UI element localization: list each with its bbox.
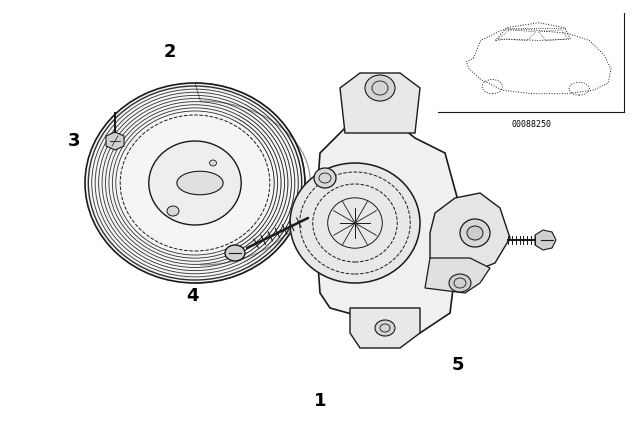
Ellipse shape [85,83,305,283]
Ellipse shape [460,219,490,247]
Ellipse shape [177,171,223,195]
Text: 3: 3 [67,132,80,150]
Ellipse shape [209,160,216,166]
Ellipse shape [375,320,395,336]
Text: 2: 2 [163,43,176,60]
Polygon shape [106,132,124,150]
Ellipse shape [225,245,245,261]
Ellipse shape [467,226,483,240]
Polygon shape [315,118,460,333]
Ellipse shape [167,206,179,216]
Text: 1: 1 [314,392,326,410]
Ellipse shape [314,168,336,188]
Polygon shape [425,258,490,293]
Polygon shape [430,193,510,273]
Ellipse shape [290,163,420,283]
Text: 00088250: 00088250 [511,120,551,129]
Ellipse shape [449,274,471,292]
Polygon shape [340,73,420,133]
Text: 5: 5 [451,356,464,374]
Polygon shape [535,230,556,250]
Text: 4: 4 [186,287,198,305]
Polygon shape [350,308,420,348]
Ellipse shape [149,141,241,225]
Ellipse shape [365,75,395,101]
